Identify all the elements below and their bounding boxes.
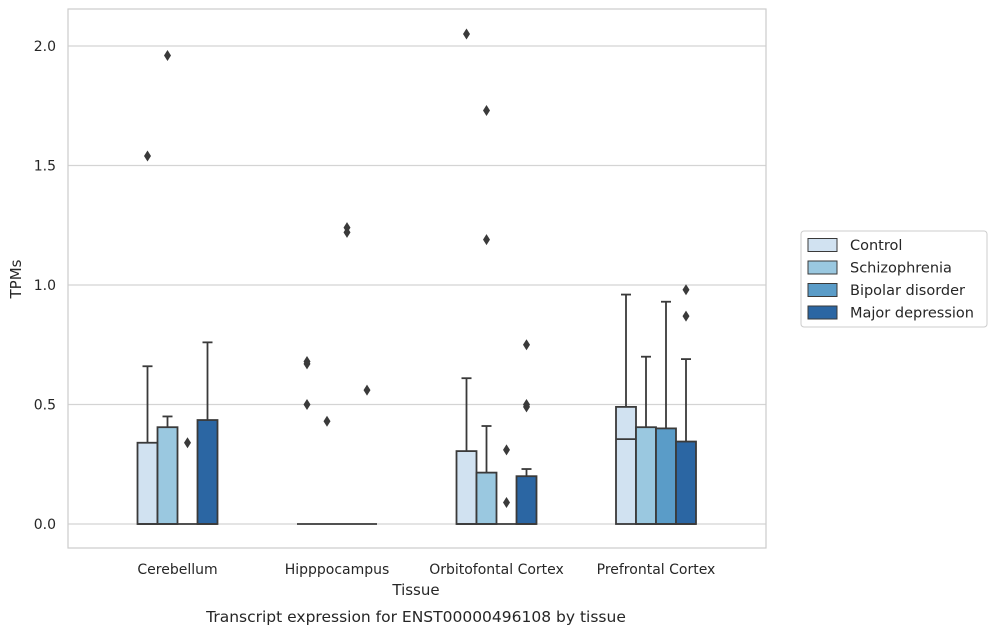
outlier-point <box>483 234 490 246</box>
box-major-depression <box>196 341 219 525</box>
box-control <box>455 28 478 525</box>
box-schizophrenia <box>317 415 337 525</box>
box <box>615 405 637 525</box>
legend-swatch <box>807 305 838 320</box>
box-major-depression <box>675 284 697 525</box>
x-axis-label: Tissue <box>391 581 439 599</box>
box-control <box>297 355 317 525</box>
legend-label: Major depression <box>850 306 974 322</box>
outlier-point <box>483 105 490 117</box>
outlier-point <box>144 150 151 162</box>
outlier-point <box>503 444 510 456</box>
outlier-point <box>323 415 331 427</box>
plot-frame <box>67 8 767 549</box>
box <box>136 441 159 525</box>
x-tick-label: Prefrontal Cortex <box>597 562 716 578</box>
x-axis-ticks: Cerebellum Hipppocampus Orbitofontal Corte… <box>137 562 715 578</box>
box <box>655 427 677 525</box>
box-bipolar-disorder <box>177 437 198 525</box>
box <box>475 471 498 525</box>
outlier-point <box>343 222 351 234</box>
y-tick-label: 0.5 <box>34 398 56 414</box>
outlier-point <box>303 355 311 367</box>
box-bipolar-disorder <box>496 444 517 525</box>
y-tick-label: 1.5 <box>34 159 56 175</box>
outlier-point <box>363 384 371 396</box>
outlier-point <box>164 50 171 62</box>
box-control <box>615 293 637 525</box>
y-tick-label: 2.0 <box>34 39 56 55</box>
outlier-point <box>523 399 530 410</box>
box <box>196 419 219 525</box>
box <box>455 450 478 525</box>
legend-box <box>800 230 988 328</box>
outlier-point <box>503 496 510 508</box>
legend-swatch <box>807 283 838 297</box>
outlier-point <box>682 310 690 322</box>
box <box>675 440 697 525</box>
box <box>156 426 179 525</box>
figure-caption: Transcript expression for ENST0000049610… <box>205 608 626 626</box>
legend-label: Control <box>850 238 902 254</box>
x-tick-label: Cerebellum <box>137 562 217 578</box>
y-tick-label: 0.0 <box>34 517 56 533</box>
box-schizophrenia <box>475 105 498 525</box>
outlier-point <box>523 339 530 351</box>
y-axis-ticks: 0.0 0.5 1.0 1.5 2.0 <box>34 39 56 533</box>
outlier-point <box>682 284 690 296</box>
legend-label: Schizophrenia <box>850 261 952 277</box>
box <box>635 426 657 525</box>
legend: Control Schizophrenia Bipolar disorder Majo… <box>800 230 988 328</box>
y-tick-label: 1.0 <box>34 278 56 294</box>
box-control <box>136 150 159 525</box>
box-schizophrenia <box>635 355 657 525</box>
legend-swatch <box>807 238 838 252</box>
box-schizophrenia <box>156 50 179 525</box>
box-bipolar-disorder <box>655 300 677 525</box>
box-major-depression <box>357 384 377 525</box>
outlier-point <box>303 399 311 410</box>
box <box>515 475 538 525</box>
box-bipolar-disorder <box>337 222 357 525</box>
outlier-point <box>184 437 191 449</box>
x-tick-label: Orbitofontal Cortex <box>429 562 564 578</box>
legend-swatch <box>807 260 838 275</box>
outlier-point <box>463 28 470 40</box>
y-axis-label: TPMs <box>7 259 25 299</box>
legend-label: Bipolar disorder <box>850 283 965 299</box>
box-major-depression <box>515 339 538 525</box>
x-tick-label: Hipppocampus <box>285 562 390 578</box>
box-plots <box>136 28 697 525</box>
